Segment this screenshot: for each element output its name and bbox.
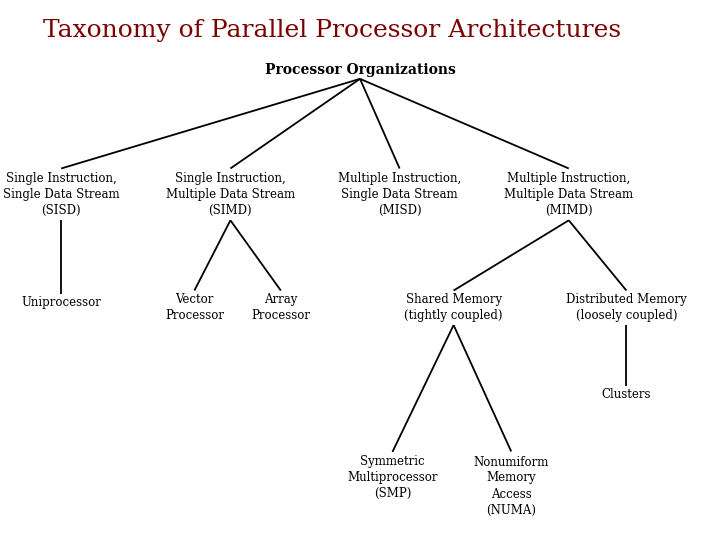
- Text: Distributed Memory
(loosely coupled): Distributed Memory (loosely coupled): [566, 293, 687, 322]
- Text: Array
Processor: Array Processor: [251, 293, 310, 322]
- Text: Uniprocessor: Uniprocessor: [22, 296, 101, 309]
- Text: Single Instruction,
Single Data Stream
(SISD): Single Instruction, Single Data Stream (…: [3, 172, 120, 217]
- Text: Symmetric
Multiprocessor
(SMP): Symmetric Multiprocessor (SMP): [347, 455, 438, 501]
- Text: Multiple Instruction,
Multiple Data Stream
(MIMD): Multiple Instruction, Multiple Data Stre…: [504, 172, 634, 217]
- Text: Clusters: Clusters: [602, 388, 651, 401]
- Text: Nonumiform
Memory
Access
(NUMA): Nonumiform Memory Access (NUMA): [474, 456, 549, 516]
- Text: Processor Organizations: Processor Organizations: [264, 63, 456, 77]
- Text: Single Instruction,
Multiple Data Stream
(SIMD): Single Instruction, Multiple Data Stream…: [166, 172, 295, 217]
- Text: Shared Memory
(tightly coupled): Shared Memory (tightly coupled): [405, 293, 503, 322]
- Text: Taxonomy of Parallel Processor Architectures: Taxonomy of Parallel Processor Architect…: [43, 19, 621, 42]
- Text: Multiple Instruction,
Single Data Stream
(MISD): Multiple Instruction, Single Data Stream…: [338, 172, 462, 217]
- Text: Vector
Processor: Vector Processor: [165, 293, 224, 322]
